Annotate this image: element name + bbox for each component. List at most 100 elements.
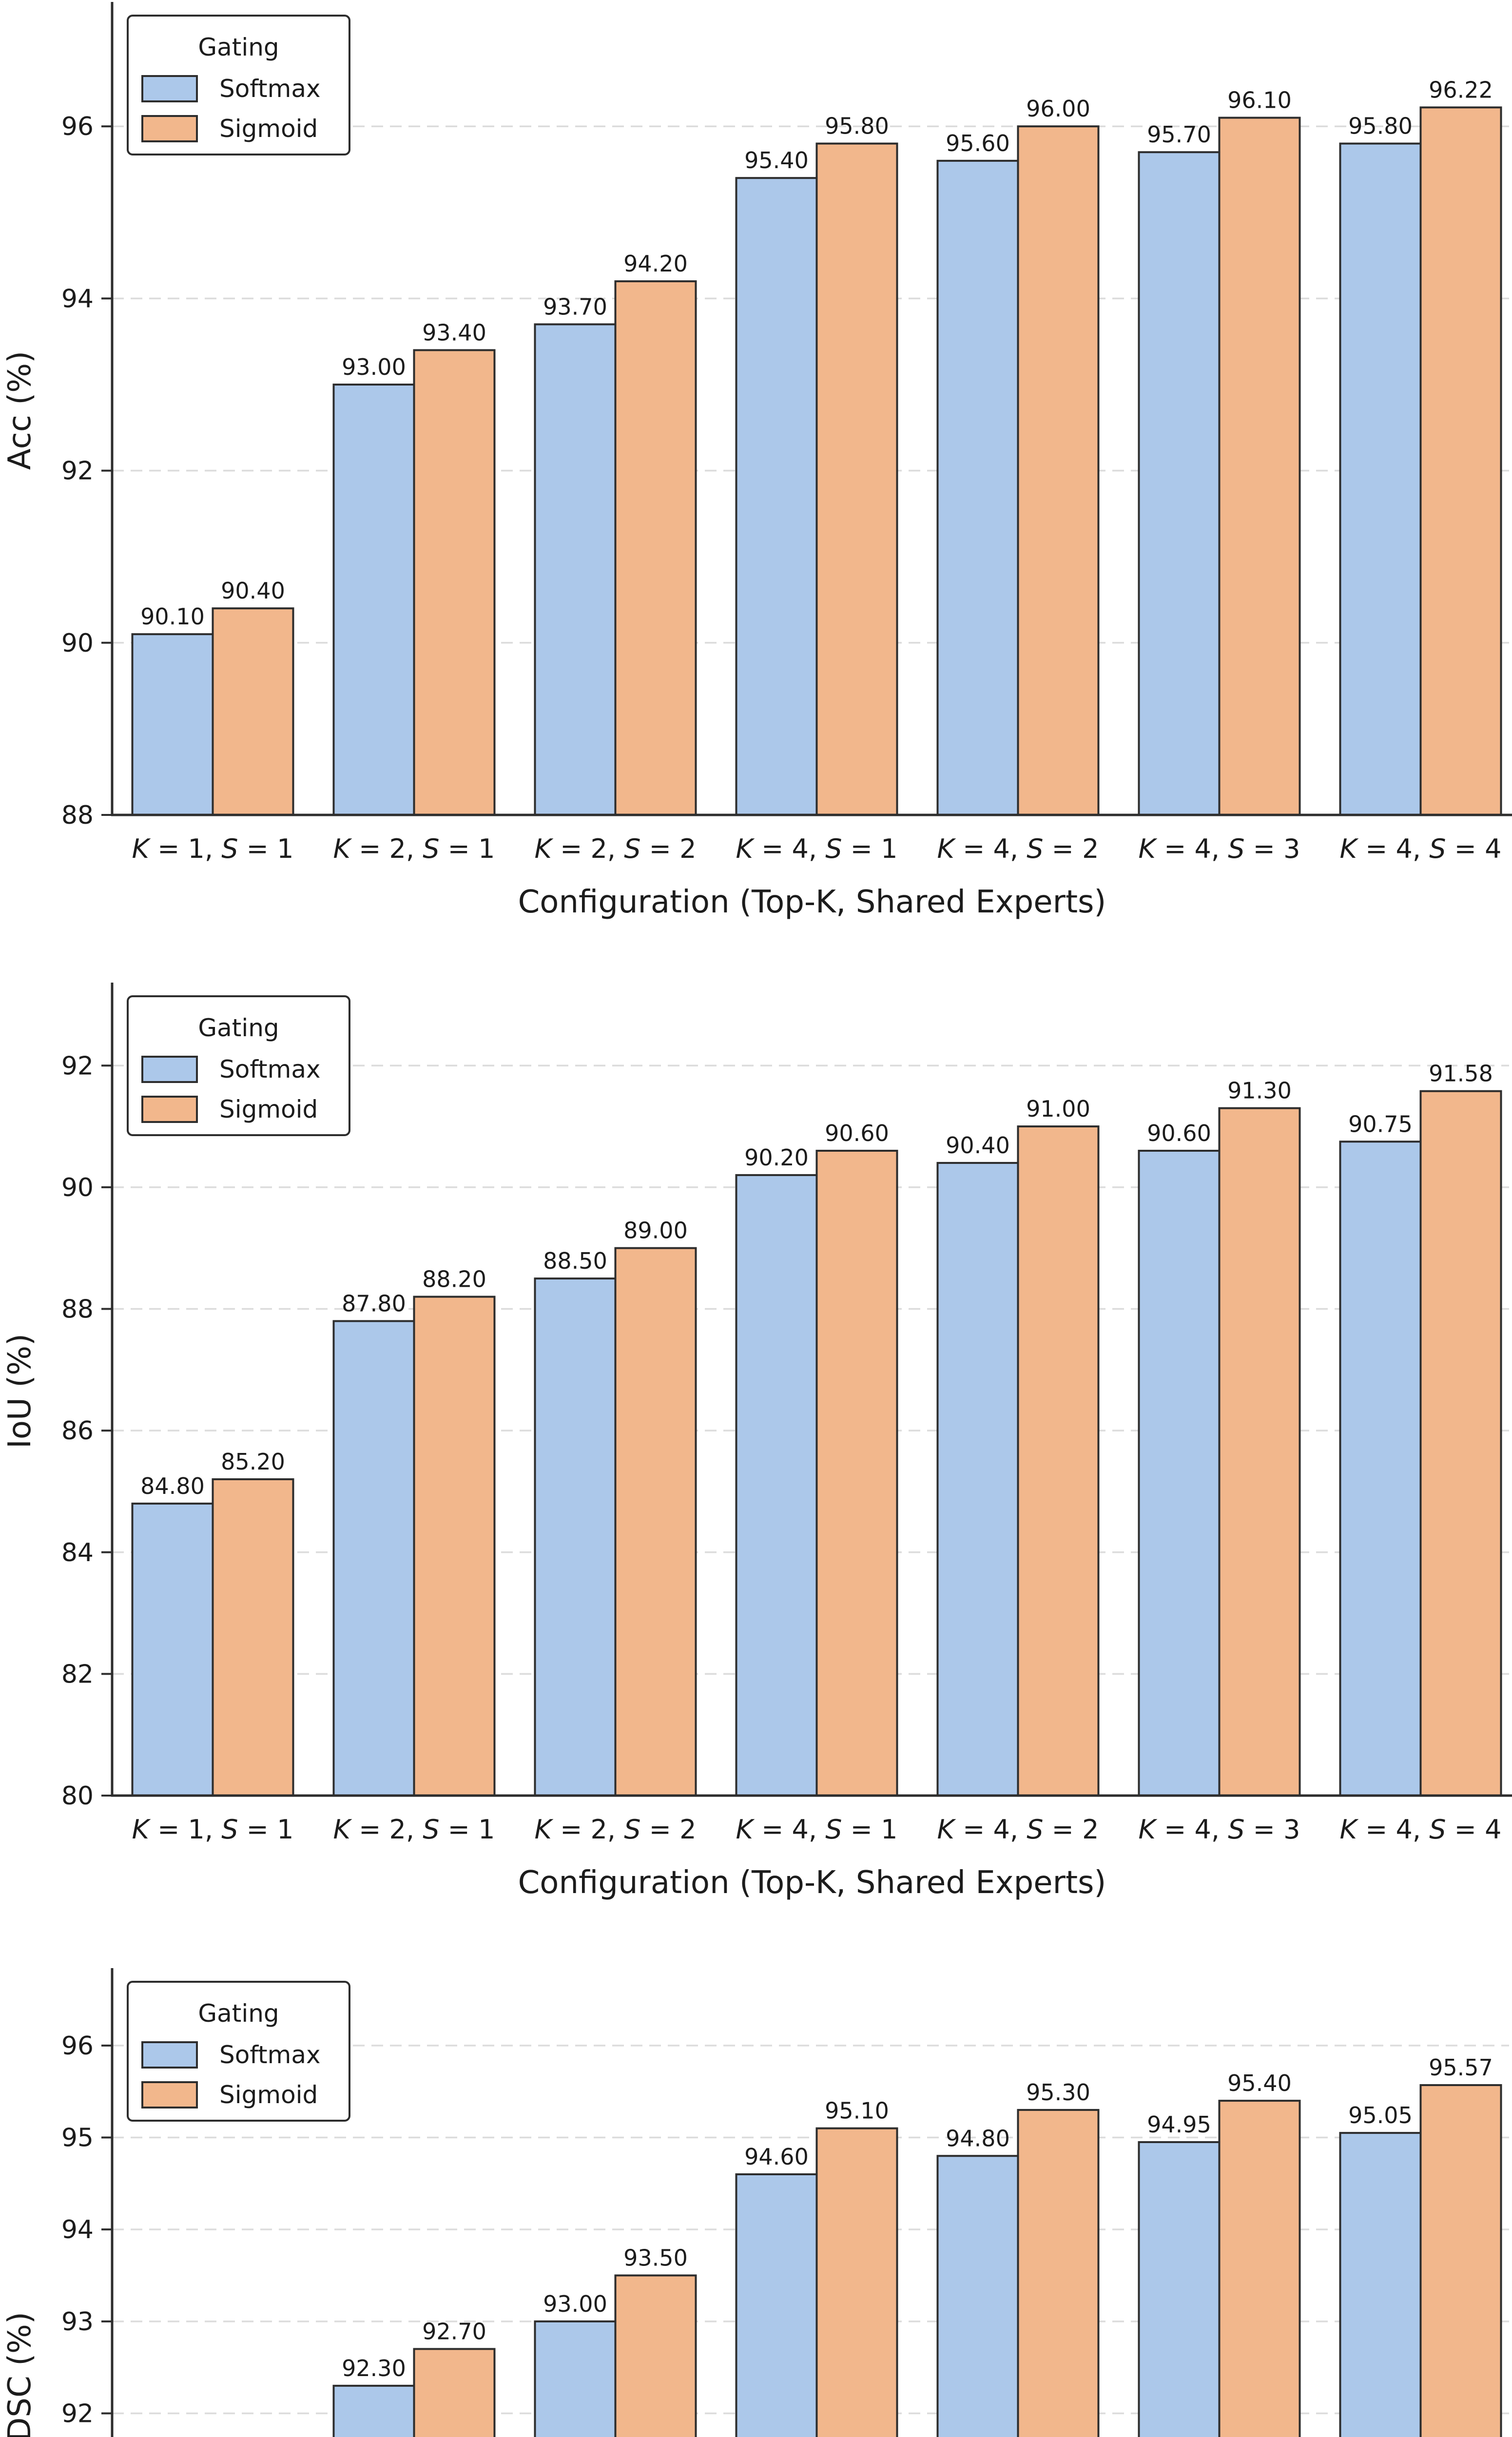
bar-softmax-5 — [1138, 2141, 1221, 2437]
bar-value-label: 90.10 — [140, 603, 205, 630]
bar-sigmoid-3 — [815, 1149, 898, 1797]
legend-item-label-softmax: Softmax — [219, 1055, 321, 1083]
bar-softmax-6 — [1339, 142, 1422, 816]
y-axis-label: DSC (%) — [2, 2312, 38, 2437]
bar-sigmoid-5 — [1218, 2100, 1301, 2437]
legend-item-label-softmax: Softmax — [219, 2041, 321, 2069]
bar-value-label: 91.30 — [1227, 1078, 1292, 1104]
iou-chart: 80 82 84 86 88 90 92 84.80 87.80 88.50 90.20 90.40 9… — [2, 983, 1512, 1901]
bar-value-label: 92.30 — [342, 2355, 406, 2381]
bar-sigmoid-6 — [1419, 106, 1502, 816]
bar-softmax-2 — [534, 323, 617, 816]
x-tick-label: K = 4, S = 4 — [1340, 833, 1502, 864]
bar-value-label: 93.00 — [543, 2291, 607, 2317]
bar-value-label: 94.60 — [744, 2144, 809, 2170]
bar-value-label: 90.60 — [1147, 1120, 1211, 1146]
bar-value-label: 87.80 — [342, 1290, 406, 1316]
x-tick-label: K = 2, S = 1 — [333, 833, 495, 864]
x-tick-label: K = 1, S = 1 — [132, 1814, 294, 1845]
bar-softmax-0 — [131, 1502, 214, 1797]
bar-value-label: 93.50 — [623, 2245, 688, 2271]
bar-value-label: 95.80 — [825, 113, 889, 139]
legend-title: Gating — [198, 1999, 279, 2028]
bar-softmax-4 — [936, 159, 1019, 816]
x-tick-label: K = 4, S = 2 — [937, 1814, 1099, 1845]
bar-value-label: 95.70 — [1147, 121, 1211, 148]
bar-softmax-6 — [1339, 2132, 1422, 2437]
legend-item-label-sigmoid: Sigmoid — [219, 1095, 318, 1123]
bar-sigmoid-5 — [1218, 1107, 1301, 1797]
x-tick-label: K = 2, S = 2 — [535, 1814, 697, 1845]
y-tick-label: 82 — [61, 1660, 94, 1689]
bar-sigmoid-2 — [614, 280, 697, 816]
x-tick-label: K = 2, S = 2 — [535, 833, 697, 864]
softmax-swatch — [141, 1056, 198, 1083]
bar-value-label: 90.75 — [1348, 1111, 1413, 1137]
bar-sigmoid-6 — [1419, 2084, 1502, 2437]
bar-value-label: 95.80 — [1348, 113, 1413, 139]
bar-softmax-3 — [735, 1174, 818, 1797]
bar-value-label: 88.20 — [422, 1266, 486, 1293]
legend-item-label-sigmoid: Sigmoid — [219, 115, 318, 143]
y-axis-label: Acc (%) — [2, 351, 38, 470]
y-tick-label: 92 — [61, 2399, 94, 2428]
bar-sigmoid-4 — [1017, 1125, 1100, 1797]
bar-value-label: 90.40 — [221, 578, 285, 604]
bar-value-label: 94.20 — [623, 251, 688, 277]
y-tick-label: 96 — [61, 2031, 94, 2061]
y-tick-label: 80 — [61, 1781, 94, 1811]
bar-softmax-1 — [332, 2384, 415, 2437]
acc-chart: 88 90 92 94 96 90.10 93.00 93.70 95.40 95.60 95.70… — [2, 2, 1512, 920]
bar-softmax-4 — [936, 1161, 1019, 1797]
y-tick-label: 90 — [61, 629, 94, 658]
bar-sigmoid-2 — [614, 2274, 697, 2437]
bar-value-label: 93.40 — [422, 319, 486, 346]
softmax-swatch — [141, 2041, 198, 2069]
y-tick-label: 93 — [61, 2307, 94, 2337]
bar-value-label: 95.10 — [825, 2098, 889, 2124]
bar-value-label: 85.20 — [221, 1449, 285, 1475]
legend-title: Gating — [198, 1014, 279, 1042]
bar-value-label: 94.80 — [946, 2125, 1010, 2151]
dsc-chart: 88899091929394959689.3092.3093.0094.6094… — [2, 1968, 1509, 2437]
bar-value-label: 95.30 — [1026, 2079, 1090, 2106]
bar-value-label: 89.00 — [623, 1218, 688, 1244]
sigmoid-swatch — [141, 1096, 198, 1123]
legend-item-label-softmax: Softmax — [219, 75, 321, 103]
y-axis-label: IoU (%) — [2, 1334, 38, 1449]
y-tick-label: 92 — [61, 1051, 94, 1081]
x-tick-label: K = 4, S = 4 — [1340, 1814, 1502, 1845]
bar-softmax-5 — [1138, 1149, 1221, 1797]
bar-value-label: 95.57 — [1429, 2054, 1493, 2081]
x-tick-label: K = 2, S = 1 — [333, 1814, 495, 1845]
bar-value-label: 93.00 — [342, 354, 406, 380]
bar-softmax-6 — [1339, 1141, 1422, 1797]
sigmoid-swatch — [141, 115, 198, 142]
bar-value-label: 91.00 — [1026, 1096, 1090, 1122]
bar-sigmoid-0 — [212, 1478, 294, 1797]
y-tick-label: 84 — [61, 1538, 94, 1567]
x-axis-label: Configuration (Top-K, Shared Experts) — [518, 884, 1106, 920]
bar-sigmoid-0 — [212, 607, 294, 816]
bar-softmax-1 — [332, 384, 415, 816]
bar-value-label: 96.10 — [1227, 87, 1292, 114]
bar-sigmoid-6 — [1419, 1090, 1502, 1797]
bar-value-label: 91.58 — [1429, 1061, 1493, 1087]
sigmoid-swatch — [141, 2081, 198, 2108]
x-tick-label: K = 4, S = 3 — [1139, 833, 1300, 864]
bar-value-label: 90.60 — [825, 1120, 889, 1146]
bar-value-label: 90.20 — [744, 1144, 809, 1171]
bar-value-label: 88.50 — [543, 1248, 607, 1274]
bar-value-label: 96.22 — [1429, 77, 1493, 103]
x-tick-label: K = 4, S = 1 — [736, 1814, 898, 1845]
bar-softmax-5 — [1138, 151, 1221, 816]
bar-sigmoid-2 — [614, 1247, 697, 1797]
bar-softmax-2 — [534, 2320, 617, 2437]
bar-softmax-2 — [534, 1277, 617, 1797]
x-tick-label: K = 4, S = 3 — [1139, 1814, 1300, 1845]
bar-value-label: 95.40 — [1227, 2070, 1292, 2096]
bar-sigmoid-1 — [413, 1296, 496, 1797]
bar-value-label: 95.40 — [744, 147, 809, 174]
